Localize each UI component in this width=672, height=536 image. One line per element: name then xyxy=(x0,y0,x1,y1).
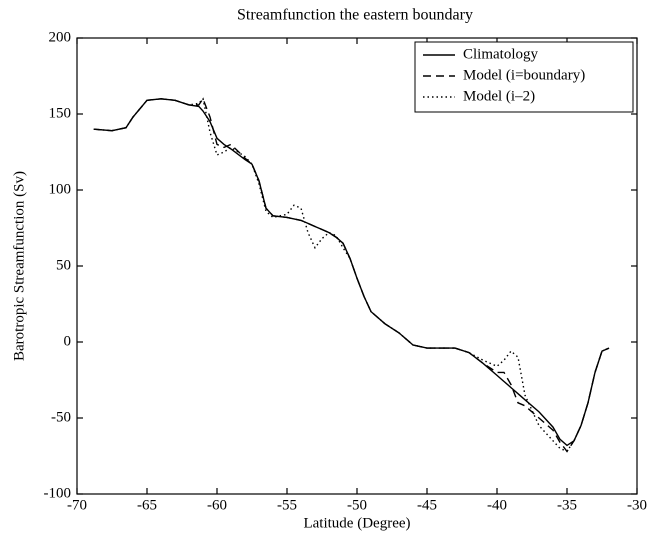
y-tick-label: 100 xyxy=(49,181,72,197)
x-tick-label: -70 xyxy=(67,497,87,513)
x-axis-label: Latitude (Degree) xyxy=(303,515,410,531)
legend-box xyxy=(414,41,634,113)
y-tick-label: 50 xyxy=(56,257,71,273)
x-tick-label: -50 xyxy=(347,497,367,513)
series-line xyxy=(93,98,610,447)
series-line xyxy=(93,97,610,453)
y-tick-label: 150 xyxy=(49,105,72,121)
y-tick-label: 200 xyxy=(49,29,72,45)
legend-label: Model (i=boundary) xyxy=(463,67,585,83)
y-axis-label: Barotropic Streamfunction (Sv) xyxy=(11,171,27,361)
y-tick-label: -100 xyxy=(44,485,72,501)
legend-label: Model (i–2) xyxy=(463,88,535,104)
x-tick-label: -55 xyxy=(277,497,297,513)
y-tick-label: 0 xyxy=(64,333,72,349)
y-tick-label: -50 xyxy=(51,409,71,425)
x-tick-label: -40 xyxy=(487,497,507,513)
legend-label: Climatology xyxy=(463,46,539,62)
x-tick-label: -35 xyxy=(557,497,577,513)
series-line xyxy=(93,97,610,453)
x-tick-label: -60 xyxy=(207,497,227,513)
chart-title: Streamfunction the eastern boundary xyxy=(237,7,473,24)
x-tick-label: -30 xyxy=(627,497,647,513)
x-tick-label: -65 xyxy=(137,497,157,513)
x-tick-label: -45 xyxy=(417,497,437,513)
